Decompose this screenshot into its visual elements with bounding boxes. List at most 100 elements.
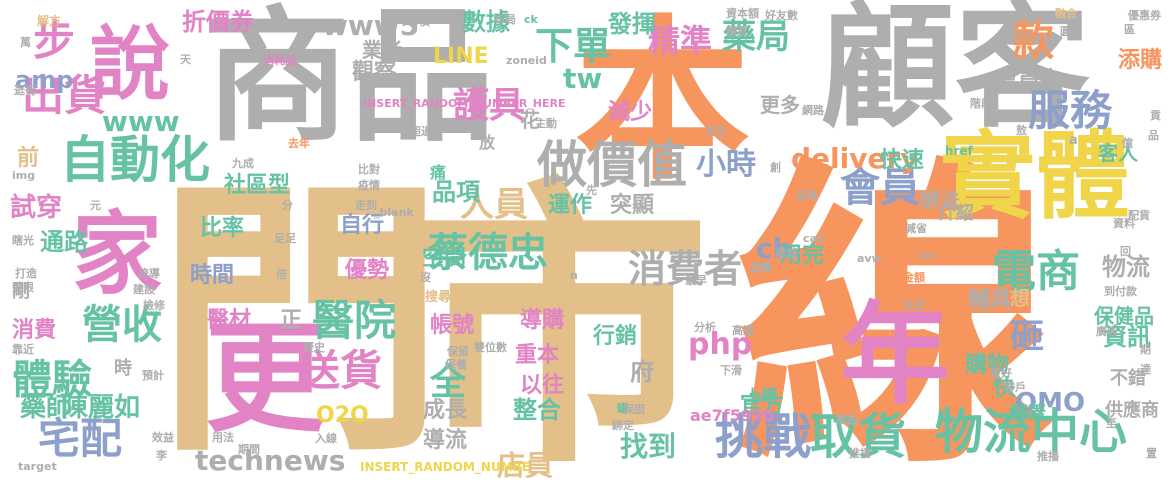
cloud-word: 自行 (340, 213, 385, 238)
cloud-word: 先 (586, 184, 597, 197)
cloud-word: 放 (479, 133, 496, 152)
cloud-word: 說 (90, 18, 170, 111)
cloud-word: 品項 (432, 178, 480, 206)
cloud-word: 運作 (548, 193, 593, 218)
cloud-word: _blank (374, 206, 414, 219)
cloud-word: 受限 (12, 281, 34, 294)
cloud-word: 陳麗如 (62, 393, 141, 423)
cloud-word: 實體 (940, 122, 1131, 232)
cloud-word: 物流中心 (935, 404, 1128, 460)
cloud-word: n (570, 269, 578, 282)
cloud-word: 整合 (513, 396, 561, 424)
cloud-word: 挑戰 (715, 409, 812, 465)
cloud-word: 方式 (903, 299, 925, 312)
cloud-word: 購買 (726, 25, 748, 38)
cloud-word: 觀察 (352, 60, 397, 85)
cloud-word: 交叉 (705, 125, 727, 138)
cloud-word: 保養 (445, 358, 467, 371)
cloud-word: amp (15, 66, 74, 94)
cloud-word: 會員 (840, 165, 920, 211)
cloud-word: zoneid (506, 54, 547, 67)
cloud-word: 線 (735, 134, 1055, 482)
cloud-word: 客人 (1098, 141, 1138, 165)
cloud-word: 至 (1106, 417, 1117, 430)
cloud-word: 倍 (276, 268, 287, 281)
cloud-word: 用法 (212, 431, 234, 444)
cloud-word: 體驗 (12, 357, 92, 403)
cloud-word: 店員 (497, 449, 554, 482)
cloud-word: 更多 (760, 93, 800, 117)
cloud-word: 不錯 (1110, 368, 1146, 389)
cloud-word: ae7f5990 (690, 406, 775, 425)
cloud-word: avw (857, 252, 882, 265)
cloud-word: tw (563, 62, 603, 95)
cloud-word: 物流 (1102, 253, 1150, 281)
cloud-word: 消費者 (628, 247, 743, 291)
cloud-word: 快速 (880, 148, 925, 173)
cloud-word: 客戶 (1004, 381, 1026, 394)
cloud-word: 減省 (905, 222, 927, 235)
cloud-word: 試穿 (10, 193, 63, 223)
cloud-word: 做好 (990, 367, 1012, 380)
cloud-word: 保健品 (1094, 304, 1154, 328)
cloud-word: 流導 (138, 267, 160, 280)
cloud-word: 下滑 (720, 364, 742, 377)
cloud-word: 元 (90, 199, 101, 212)
cloud-word: technews (195, 444, 346, 477)
cloud-word: 家 (72, 202, 162, 307)
cloud-word: 逛街 (14, 84, 36, 97)
cloud-word: delivery (791, 142, 919, 175)
cloud-word: 回 (1120, 245, 1131, 258)
cloud-word: 剛 (12, 281, 30, 302)
cloud-word: 輔具 (968, 288, 1013, 313)
cloud-word: www5 (322, 9, 420, 42)
cloud-word: 服務 (1028, 86, 1113, 135)
cloud-word: 以往 (520, 373, 565, 398)
cloud-word: call (803, 232, 825, 245)
cloud-word: 品 (1148, 129, 1159, 142)
cloud-word: 搜尋 (425, 290, 452, 305)
cloud-word: 下單 (535, 24, 612, 68)
cloud-word: 金額 (903, 271, 925, 284)
cloud-word: 折價券 (182, 8, 254, 36)
cloud-word: 砸 (1010, 317, 1044, 357)
cloud-word: 萬 (20, 36, 31, 49)
cloud-word: 做價值 (537, 136, 687, 194)
cloud-word: 通路 (40, 228, 88, 256)
cloud-word: 業者 (362, 38, 402, 62)
cloud-word: 入線 (315, 432, 337, 445)
cloud-word: 行銷 (593, 324, 638, 349)
cloud-word: 府 (630, 358, 654, 386)
cloud-word: 商城 (775, 247, 797, 260)
cloud-word: target (18, 460, 57, 473)
cloud-word: 到付款 (1104, 285, 1137, 298)
cloud-word: 罐 (617, 402, 628, 415)
cloud-word: 消耗品 (263, 54, 296, 67)
cloud-word: src (919, 249, 938, 262)
cloud-word: 宅配 (38, 414, 123, 463)
cloud-word: 減少 (608, 100, 653, 125)
cloud-word: 官方 (740, 393, 785, 418)
cloud-word: 全 (430, 362, 467, 403)
cloud-word: 最早 (685, 274, 707, 287)
cloud-word: 痛 (430, 163, 447, 182)
cloud-word: 效益 (152, 431, 174, 444)
cloud-word: 藥局 (722, 17, 790, 57)
cloud-word: 花 (520, 108, 540, 132)
cloud-word: 推播 (1037, 450, 1059, 463)
cloud-word: 商品 (205, 0, 495, 162)
cloud-word: 綁定 (612, 419, 634, 432)
cloud-word: 送貨 (298, 346, 383, 395)
cloud-word: 供應商 (1105, 400, 1159, 421)
cloud-word: 上網 (745, 386, 778, 405)
cloud-word: LINE (433, 44, 489, 69)
cloud-word: 達 (1140, 363, 1151, 376)
cloud-word: 步 (33, 16, 76, 65)
cloud-word: 用完 (780, 243, 825, 268)
cloud-word: O2O (316, 403, 369, 428)
cloud-word: 空間 (422, 246, 467, 271)
cloud-word: 置 (1146, 447, 1157, 460)
cloud-word: www (102, 105, 180, 138)
cloud-word: 超過 (410, 125, 432, 138)
